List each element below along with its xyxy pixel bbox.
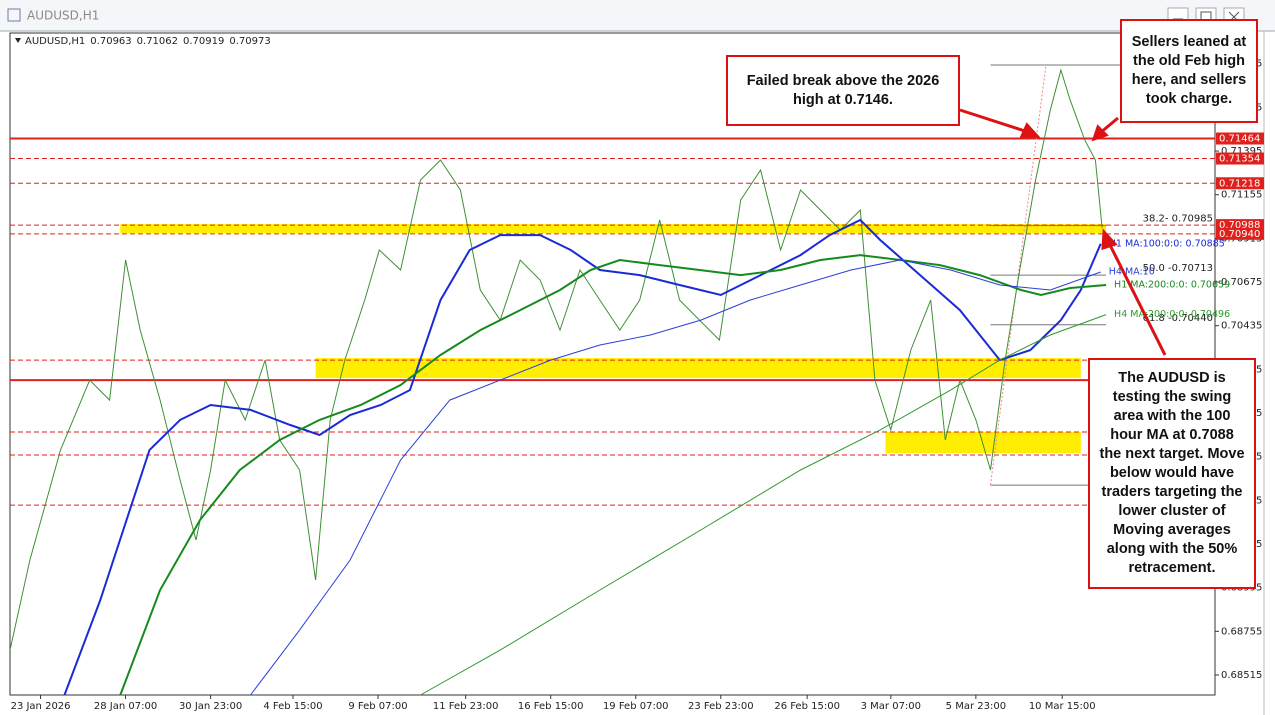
header-value: 0.70973: [229, 36, 270, 47]
level-tag-label: 0.71218: [1219, 178, 1260, 189]
title-bar: [0, 0, 1275, 31]
x-tick-label: 28 Jan 07:00: [94, 701, 157, 712]
zone: [120, 224, 1107, 234]
x-tick-label: 3 Mar 07:00: [861, 701, 921, 712]
series-line: [250, 259, 1101, 696]
arrow: [1107, 242, 1167, 356]
level-tag-label: 0.71464: [1219, 134, 1260, 145]
ma-label: H4 MA:10: [1109, 267, 1155, 278]
x-tick-label: 23 Feb 23:00: [688, 701, 754, 712]
fib-label: 50.0 -0.70713: [1143, 263, 1213, 274]
x-tick-label: 30 Jan 23:00: [179, 701, 242, 712]
series-line: [9, 68, 1103, 651]
x-tick-label: 5 Mar 23:00: [946, 701, 1006, 712]
level-tag-label: 0.71354: [1219, 154, 1260, 165]
series-line: [119, 254, 1107, 696]
level-tag-label: 0.70988: [1219, 220, 1260, 231]
header-arrow: [15, 38, 21, 43]
y-tick-label: 0.71155: [1221, 190, 1262, 201]
level-tag: [1216, 227, 1264, 240]
series-line: [63, 218, 1102, 696]
x-tick-label: 10 Mar 15:00: [1029, 701, 1096, 712]
ma-label: H4 MA:200:0:0: 0.70496: [1114, 309, 1230, 320]
level-tag: [1216, 152, 1264, 165]
fib-label: 38.2- 0.70985: [1143, 214, 1213, 225]
y-tick-label: 0.70675: [1221, 277, 1262, 288]
header-symbol: AUDUSD,H1: [25, 36, 85, 47]
arrows: [959, 108, 1167, 356]
window-title: AUDUSD,H1: [27, 9, 99, 23]
zone: [315, 358, 1081, 379]
fib-label: 61.8 -0.70440: [1143, 313, 1213, 324]
y-tick-label: 0.68515: [1221, 670, 1262, 681]
series-line: [420, 314, 1107, 696]
level-tag: [1216, 132, 1264, 145]
annotation: Sellers leaned at the old Feb high here,…: [1120, 19, 1258, 123]
y-tick-label: 0.71395: [1221, 146, 1262, 157]
arrow-head: [1101, 228, 1118, 251]
x-tick-label: 4 Feb 15:00: [263, 701, 322, 712]
x-tick-label: 23 Jan 2026: [11, 701, 71, 712]
x-tick-label: 26 Feb 15:00: [774, 701, 840, 712]
arrow: [959, 108, 1029, 134]
x-tick-label: 16 Feb 15:00: [518, 701, 584, 712]
header-value: 0.70963: [90, 36, 131, 47]
window-icon: [7, 8, 21, 22]
x-tick-label: 9 Feb 07:00: [348, 701, 407, 712]
y-tick-label: 0.68755: [1221, 626, 1262, 637]
chart-header: AUDUSD,H1 0.70963 0.71062 0.70919 0.70973: [25, 36, 271, 47]
level-tag-label: 0.70940: [1219, 229, 1260, 240]
arrow-head: [1091, 124, 1109, 142]
x-tick-label: 11 Feb 23:00: [433, 701, 499, 712]
zone: [885, 431, 1081, 454]
header-value: 0.71062: [137, 36, 178, 47]
ma-label: H1 MA:100:0:0: 0.70885: [1109, 238, 1225, 249]
x-tick-label: 19 Feb 07:00: [603, 701, 669, 712]
annotation: Failed break above the 2026 high at 0.71…: [726, 55, 960, 126]
y-tick-label: 0.70435: [1221, 321, 1262, 332]
annotation: The AUDUSD is testing the swing area wit…: [1088, 358, 1256, 589]
ma-label: H1 MA:200:0:0: 0.70659: [1114, 279, 1230, 290]
arrow-head: [1019, 122, 1041, 138]
level-tag: [1216, 177, 1264, 190]
header-value: 0.70919: [183, 36, 224, 47]
